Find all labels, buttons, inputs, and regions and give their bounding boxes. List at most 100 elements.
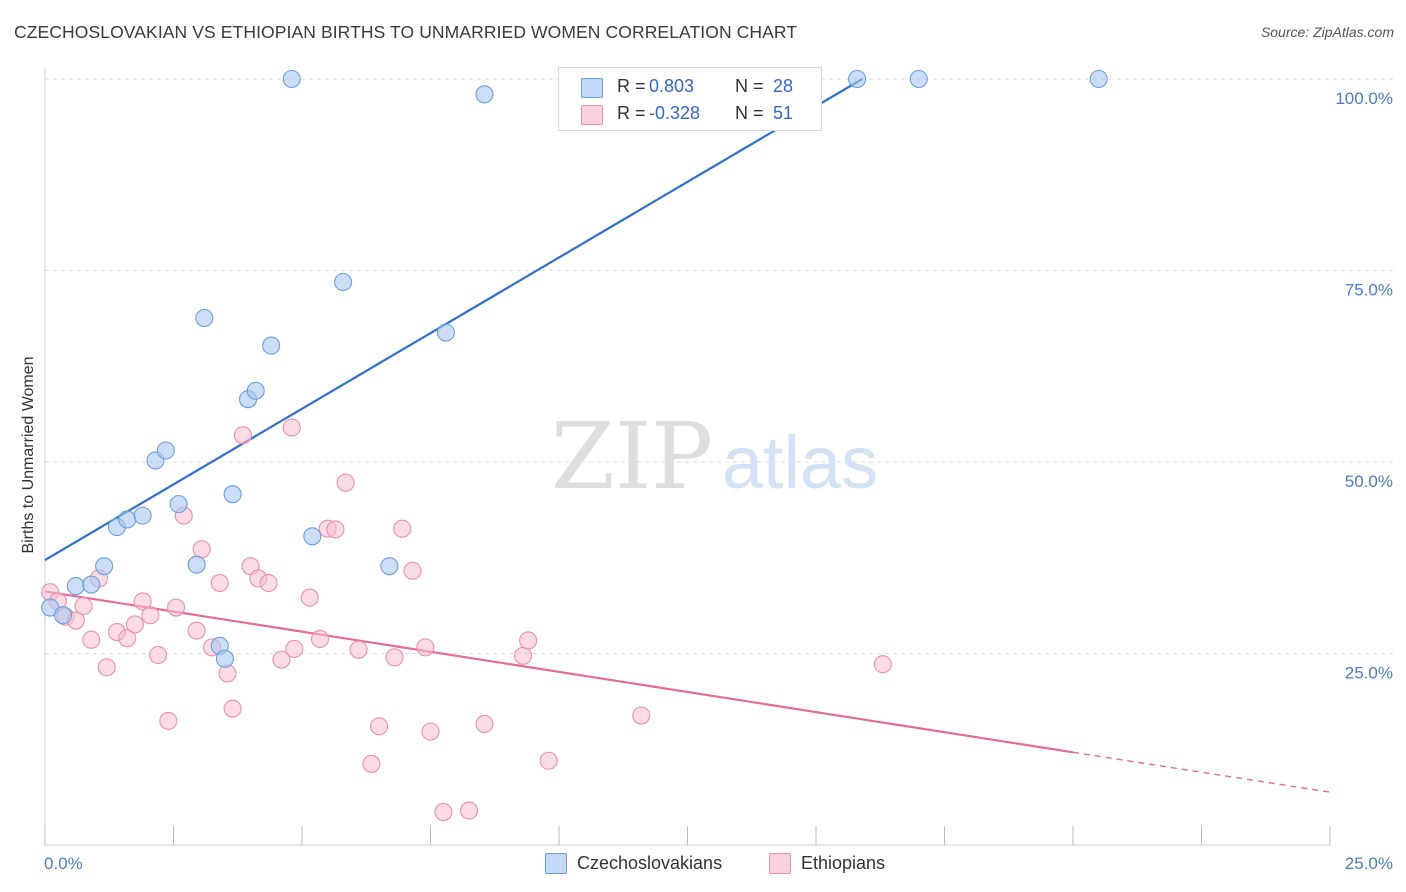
- czechoslovakians-point: [1089, 69, 1108, 89]
- ethiopians-point: [519, 631, 538, 650]
- ethiopians-point: [873, 655, 892, 674]
- x-tick-label: 0.0%: [44, 854, 83, 873]
- ethiopians-point: [539, 751, 558, 770]
- czechoslovakians-point: [118, 510, 137, 529]
- legend-item-czechoslovakians: Czechoslovakians: [545, 852, 745, 876]
- ethiopians-point: [159, 711, 178, 730]
- czechoslovakians-point: [303, 527, 322, 546]
- ethiopians-point: [133, 592, 152, 611]
- ethiopians-point: [233, 426, 252, 445]
- axes: [44, 68, 1331, 846]
- czechoslovakians-point: [215, 649, 234, 668]
- ethiopians-point: [434, 803, 453, 822]
- ethiopians-point: [187, 621, 206, 640]
- legend-n-value: 51: [773, 103, 794, 123]
- watermark-zip: ZIP: [551, 403, 713, 510]
- ethiopians-point: [125, 615, 144, 634]
- trend-lines: [44, 78, 1331, 793]
- ethiopians-point: [259, 573, 278, 593]
- czechoslovakians-point: [169, 495, 188, 514]
- y-tick-label: 50.0%: [1345, 472, 1393, 491]
- legend-r-value: 0.803: [649, 76, 695, 96]
- correlation-legend: R = 0.803 N = 28 R = -0.328 N = 51: [558, 67, 822, 131]
- source-credit: Source: ZipAtlas.com: [1260, 24, 1394, 40]
- y-axis-label: Births to Unmarried Women: [20, 356, 37, 553]
- legend-n-value: 28: [773, 76, 794, 96]
- ethiopians-point: [141, 606, 160, 625]
- ethiopians-point: [272, 650, 291, 669]
- ethiopians-point: [167, 598, 186, 617]
- legend-n-label: N =: [735, 103, 764, 123]
- czechoslovakians-point: [53, 606, 73, 625]
- czechoslovakians-point: [156, 441, 175, 460]
- ethiopians-point: [421, 722, 440, 741]
- ethiopians-point: [403, 561, 422, 580]
- czechoslovakians-point: [187, 555, 206, 574]
- legend-label-czechoslovakians: Czechoslovakians: [577, 853, 723, 873]
- legend-n-label: N =: [735, 76, 764, 96]
- ethiopians-point: [149, 645, 168, 665]
- czechoslovakians-point: [223, 485, 242, 504]
- ethiopians-point: [393, 519, 412, 538]
- ethiopians-point: [285, 639, 304, 658]
- czechoslovakians-points: [41, 69, 1108, 668]
- czechoslovakians-point: [436, 323, 455, 342]
- ethiopians-point: [300, 588, 319, 607]
- legend-r-label: R =: [617, 103, 646, 123]
- ethiopians-point: [192, 540, 211, 559]
- czechoslovakians-point: [848, 69, 867, 89]
- ethiopians-swatch: [581, 105, 603, 125]
- legend-row-czechoslovakians: R = 0.803 N = 28: [559, 74, 821, 100]
- ethiopians-point: [97, 658, 116, 677]
- ethiopians-point: [349, 640, 368, 659]
- czechoslovakians-legend-swatch: [545, 853, 567, 874]
- czechoslovakians-trend-line: [44, 78, 863, 561]
- legend-r-label: R =: [617, 76, 646, 96]
- legend-label-ethiopians: Ethiopians: [801, 853, 886, 873]
- watermark: ZIP atlas: [551, 403, 878, 510]
- legend-item-ethiopians: Ethiopians: [769, 852, 909, 876]
- ethiopians-point: [74, 596, 93, 616]
- ethiopians-point: [513, 646, 533, 665]
- x-tick-label: 25.0%: [1345, 854, 1393, 873]
- czechoslovakians-point: [334, 272, 353, 292]
- y-tick-label: 25.0%: [1345, 664, 1393, 683]
- ethiopians-point: [475, 714, 494, 734]
- ethiopians-point: [336, 473, 355, 492]
- ethiopians-point: [362, 754, 381, 773]
- ethiopians-point: [632, 706, 651, 725]
- ethiopians-point: [118, 629, 137, 648]
- ethiopians-point: [82, 630, 101, 649]
- legend-row-ethiopians: R = -0.328 N = 51: [559, 101, 821, 127]
- ethiopians-point: [459, 801, 479, 820]
- ethiopians-point: [416, 638, 435, 657]
- czechoslovakians-point: [195, 308, 214, 328]
- czechoslovakians-point: [246, 381, 265, 400]
- czechoslovakians-point: [262, 336, 281, 355]
- ethiopians-point: [326, 520, 345, 539]
- y-tick-label: 100.0%: [1335, 89, 1393, 108]
- ethiopians-trend-extension: [1072, 751, 1331, 793]
- ethiopians-point: [282, 418, 301, 437]
- ethiopians-point: [370, 717, 389, 736]
- ethiopians-points: [41, 418, 892, 822]
- czechoslovakians-point: [66, 577, 85, 596]
- czechoslovakians-point: [282, 69, 301, 89]
- czechoslovakians-point: [95, 557, 114, 576]
- y-tick-label: 75.0%: [1345, 281, 1393, 300]
- watermark-atlas: atlas: [722, 421, 878, 504]
- czechoslovakians-point: [475, 85, 494, 104]
- czechoslovakians-swatch: [581, 78, 603, 98]
- ethiopians-point: [223, 699, 242, 718]
- legend-r-value: -0.328: [649, 103, 701, 123]
- ethiopians-point: [210, 573, 229, 593]
- czechoslovakians-point: [133, 506, 152, 525]
- ethiopians-trend-line: [44, 590, 1074, 754]
- ethiopians-legend-swatch: [769, 853, 791, 874]
- ethiopians-point: [310, 629, 330, 648]
- czechoslovakians-point: [82, 575, 101, 594]
- czechoslovakians-point: [909, 69, 928, 89]
- chart-title: CZECHOSLOVAKIAN VS ETHIOPIAN BIRTHS TO U…: [14, 22, 798, 42]
- tick-labels: 25.0% 50.0% 75.0% 100.0% 0.0% 25.0%: [44, 89, 1393, 873]
